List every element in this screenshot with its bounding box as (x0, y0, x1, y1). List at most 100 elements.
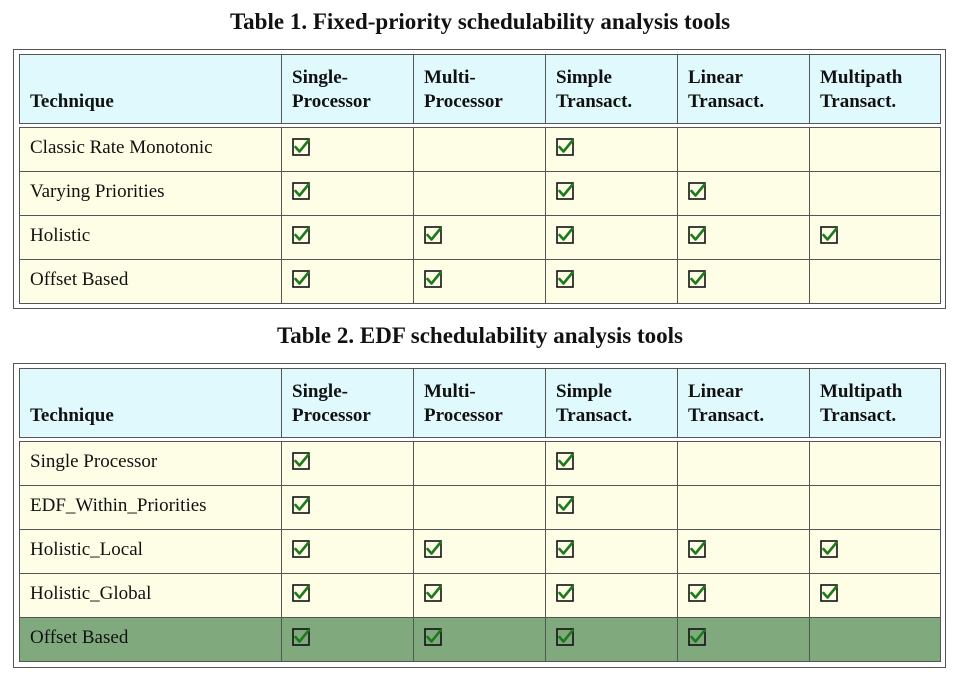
check-cell (545, 171, 678, 216)
technique-cell: Varying Priorities (19, 171, 282, 216)
check-cell (545, 529, 678, 574)
check-cell (545, 573, 678, 618)
checkbox-checked-icon (292, 540, 310, 558)
header-line: Simple (556, 381, 612, 402)
header-line: Processor (424, 91, 503, 112)
table-row: Offset Based (19, 617, 941, 662)
header-cell: Multipath Transact. (809, 54, 941, 124)
table-row: Holistic_Local (19, 529, 941, 574)
header-cell: Single- Processor (281, 54, 414, 124)
check-cell (677, 171, 810, 216)
checkbox-checked-icon (292, 584, 310, 602)
check-cell (281, 485, 414, 530)
table-row: Offset Based (19, 259, 941, 304)
checkbox-checked-icon (556, 226, 574, 244)
table1: Technique Single- Processor Multi- Processor… (19, 54, 941, 304)
header-line: Multipath (820, 381, 903, 402)
check-cell (809, 617, 941, 662)
check-cell (281, 127, 414, 172)
check-cell (281, 441, 414, 486)
header-cell: Multi- Processor (413, 368, 546, 438)
check-cell (413, 485, 546, 530)
header-line: Processor (292, 91, 371, 112)
header-cell: Simple Transact. (545, 368, 678, 438)
checkbox-checked-icon (820, 584, 838, 602)
check-cell (545, 485, 678, 530)
checkbox-checked-icon (556, 182, 574, 200)
checkbox-checked-icon (556, 540, 574, 558)
check-cell (809, 485, 941, 530)
check-cell (809, 215, 941, 260)
technique-cell: Classic Rate Monotonic (19, 127, 282, 172)
check-cell (413, 529, 546, 574)
header-line: Single- (292, 381, 348, 402)
header-line: Technique (30, 405, 114, 426)
technique-cell: Single Processor (19, 441, 282, 486)
checkbox-checked-icon (820, 226, 838, 244)
header-line: Processor (292, 405, 371, 426)
header-line: Transact. (820, 405, 897, 426)
header-cell: Single- Processor (281, 368, 414, 438)
checkbox-checked-icon (292, 182, 310, 200)
technique-cell: EDF_Within_Priorities (19, 485, 282, 530)
check-cell (809, 529, 941, 574)
checkbox-checked-icon (292, 270, 310, 288)
header-cell: Linear Transact. (677, 368, 810, 438)
header-line: Transact. (556, 405, 633, 426)
check-cell (677, 617, 810, 662)
check-cell (545, 617, 678, 662)
check-cell (809, 259, 941, 304)
header-line: Multipath (820, 67, 903, 88)
check-cell (281, 171, 414, 216)
check-cell (413, 617, 546, 662)
header-cell: Simple Transact. (545, 54, 678, 124)
table2-frame: Technique Single- Processor Multi- Processor… (13, 363, 946, 668)
checkbox-checked-icon (556, 628, 574, 646)
check-cell (809, 441, 941, 486)
check-cell (413, 171, 546, 216)
header-line: Transact. (688, 405, 765, 426)
check-cell (413, 573, 546, 618)
checkbox-checked-icon (424, 628, 442, 646)
check-cell (545, 215, 678, 260)
header-line: Multi- (424, 381, 476, 402)
check-cell (413, 215, 546, 260)
technique-cell: Holistic_Local (19, 529, 282, 574)
header-row: Technique Single- Processor Multi- Processor… (19, 368, 941, 438)
table-row: Varying Priorities (19, 171, 941, 216)
checkbox-checked-icon (556, 496, 574, 514)
table-row: Single Processor (19, 441, 941, 486)
checkbox-checked-icon (556, 452, 574, 470)
check-cell (809, 171, 941, 216)
header-cell: Multi- Processor (413, 54, 546, 124)
header-line: Transact. (820, 91, 897, 112)
table-row: Holistic (19, 215, 941, 260)
check-cell (545, 441, 678, 486)
checkbox-checked-icon (292, 226, 310, 244)
checkbox-checked-icon (292, 452, 310, 470)
check-cell (809, 573, 941, 618)
header-line: Single- (292, 67, 348, 88)
header-technique: Technique (19, 54, 282, 124)
checkbox-checked-icon (424, 540, 442, 558)
check-cell (281, 573, 414, 618)
check-cell (677, 441, 810, 486)
check-cell (677, 259, 810, 304)
checkbox-checked-icon (688, 182, 706, 200)
header-line: Simple (556, 67, 612, 88)
table1-frame: Technique Single- Processor Multi- Processor… (13, 49, 946, 309)
check-cell (281, 529, 414, 574)
checkbox-checked-icon (424, 584, 442, 602)
check-cell (413, 259, 546, 304)
check-cell (677, 529, 810, 574)
header-line: Transact. (688, 91, 765, 112)
checkbox-checked-icon (688, 270, 706, 288)
check-cell (413, 127, 546, 172)
header-cell: Linear Transact. (677, 54, 810, 124)
technique-cell: Holistic (19, 215, 282, 260)
check-cell (677, 215, 810, 260)
table-row: Holistic_Global (19, 573, 941, 618)
checkbox-checked-icon (292, 138, 310, 156)
technique-cell: Holistic_Global (19, 573, 282, 618)
check-cell (545, 259, 678, 304)
